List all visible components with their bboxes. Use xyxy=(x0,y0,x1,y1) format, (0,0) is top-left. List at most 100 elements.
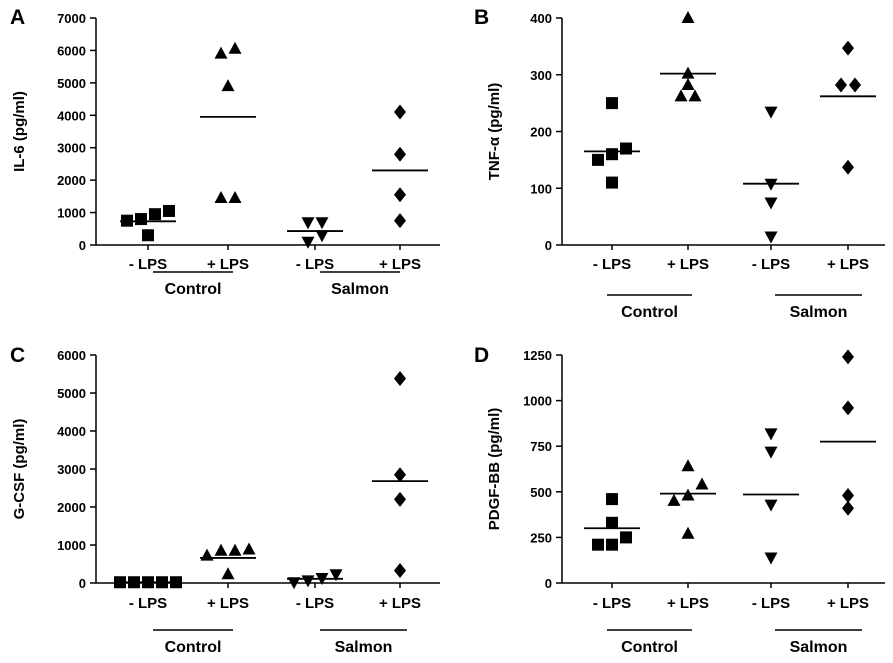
triangle-down-marker xyxy=(764,499,778,512)
group-label: Salmon xyxy=(335,639,393,656)
triangle-down-marker xyxy=(764,178,778,191)
square-marker xyxy=(592,538,604,551)
triangle-down-marker xyxy=(764,446,778,459)
x-tick-label: + LPS xyxy=(667,595,709,612)
square-marker xyxy=(163,204,175,217)
triangle-up-marker xyxy=(667,493,681,506)
square-marker xyxy=(620,142,632,155)
triangle-up-marker xyxy=(228,543,242,556)
group-label: Salmon xyxy=(790,304,848,321)
triangle-up-marker xyxy=(221,567,235,580)
triangle-up-marker xyxy=(681,459,695,472)
y-tick-label: 2000 xyxy=(57,500,86,515)
y-axis-title: TNF-α (pg/ml) xyxy=(486,83,503,181)
triangle-down-marker xyxy=(764,428,778,441)
triangle-down-marker xyxy=(301,217,315,230)
x-tick-label: - LPS xyxy=(296,256,334,273)
triangle-up-marker xyxy=(228,190,242,203)
panel-c: 0 1000 2000 3000 4000 5000 6000 - LPS + LPS - LPS… xyxy=(10,344,440,656)
triangle-up-marker xyxy=(695,477,709,490)
triangle-down-marker xyxy=(329,569,343,582)
diamond-marker xyxy=(394,467,406,483)
y-tick-label: 3000 xyxy=(57,462,86,477)
x-tick-label: + LPS xyxy=(667,256,709,273)
triangle-up-marker xyxy=(681,66,695,79)
square-marker xyxy=(606,148,618,161)
triangle-up-marker xyxy=(214,190,228,203)
diamond-marker xyxy=(394,104,406,120)
x-tick-label: - LPS xyxy=(593,256,631,273)
x-tick-label: + LPS xyxy=(379,256,421,273)
y-tick-label: 200 xyxy=(530,125,552,140)
panel-letter: C xyxy=(10,344,25,367)
square-marker xyxy=(135,213,147,226)
y-tick-label: 3000 xyxy=(57,141,86,156)
y-tick-label: 6000 xyxy=(57,348,86,363)
group-label: Salmon xyxy=(331,281,389,298)
triangle-up-marker xyxy=(214,543,228,556)
y-tick-label: 1250 xyxy=(523,348,552,363)
group-label: Salmon xyxy=(790,639,848,656)
x-tick-label: + LPS xyxy=(827,256,869,273)
square-marker xyxy=(606,176,618,189)
group-label: Control xyxy=(165,639,222,656)
x-tick-label: - LPS xyxy=(752,256,790,273)
triangle-up-marker xyxy=(681,11,695,23)
square-marker xyxy=(620,531,632,544)
x-tick-label: + LPS xyxy=(827,595,869,612)
diamond-marker xyxy=(394,562,406,578)
y-tick-label: 300 xyxy=(530,68,552,83)
square-marker xyxy=(606,538,618,551)
y-tick-label: 100 xyxy=(530,181,552,196)
y-axis-title: G-CSF (pg/ml) xyxy=(11,419,28,520)
x-tick-label: + LPS xyxy=(207,595,249,612)
triangle-down-marker xyxy=(764,552,778,565)
x-tick-label: + LPS xyxy=(207,256,249,273)
diamond-marker xyxy=(394,213,406,229)
x-tick-label: + LPS xyxy=(379,595,421,612)
group-label: Control xyxy=(621,639,678,656)
y-axis-title: PDGF-BB (pg/ml) xyxy=(486,408,503,530)
square-marker xyxy=(606,516,618,529)
y-axis-title: IL-6 (pg/ml) xyxy=(11,91,28,172)
triangle-down-marker xyxy=(301,575,315,588)
y-tick-label: 1000 xyxy=(57,538,86,553)
panel-letter: D xyxy=(474,344,489,367)
triangle-up-marker xyxy=(228,41,242,54)
triangle-down-marker xyxy=(315,217,329,230)
triangle-down-marker xyxy=(764,197,778,210)
square-marker xyxy=(606,97,618,110)
y-tick-label: 0 xyxy=(545,238,552,253)
triangle-up-marker xyxy=(214,46,228,59)
square-marker xyxy=(592,153,604,166)
y-tick-label: 500 xyxy=(530,485,552,500)
triangle-up-marker xyxy=(674,89,688,102)
triangle-up-marker xyxy=(242,542,256,555)
diamond-marker xyxy=(842,500,854,516)
triangle-up-marker xyxy=(688,89,702,102)
triangle-down-marker xyxy=(301,236,315,249)
y-tick-label: 2000 xyxy=(57,173,86,188)
triangle-up-marker xyxy=(681,526,695,539)
y-tick-label: 1000 xyxy=(523,394,552,409)
y-tick-label: 5000 xyxy=(57,76,86,91)
square-marker xyxy=(142,229,154,242)
y-tick-label: 0 xyxy=(545,576,552,591)
triangle-down-marker xyxy=(287,577,301,590)
triangle-down-marker xyxy=(764,106,778,119)
diamond-marker xyxy=(394,491,406,507)
triangle-up-marker xyxy=(681,77,695,90)
triangle-down-marker xyxy=(315,230,329,243)
y-tick-label: 7000 xyxy=(57,11,86,26)
x-tick-label: - LPS xyxy=(752,595,790,612)
diamond-marker xyxy=(842,159,854,175)
group-label: Control xyxy=(165,281,222,298)
y-tick-label: 0 xyxy=(79,576,86,591)
y-tick-label: 5000 xyxy=(57,386,86,401)
triangle-down-marker xyxy=(764,231,778,244)
diamond-marker xyxy=(394,146,406,162)
y-tick-label: 4000 xyxy=(57,108,86,123)
y-tick-label: 1000 xyxy=(57,206,86,221)
diamond-marker xyxy=(394,187,406,203)
